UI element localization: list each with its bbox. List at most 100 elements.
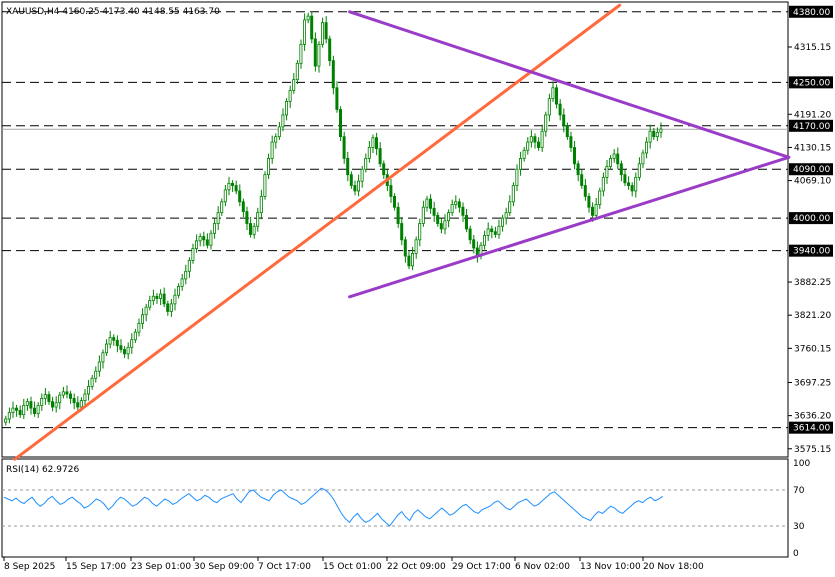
candle-body [299, 43, 303, 64]
candle-body [652, 130, 656, 138]
candle-body [227, 182, 231, 191]
candle-body [205, 239, 209, 246]
price-tick-label: 3821.20 [794, 311, 831, 321]
time-tick-label: 7 Oct 17:00 [258, 562, 311, 572]
candle-body [335, 87, 339, 110]
candle-body [97, 361, 101, 372]
rsi-tick-label: 100 [793, 459, 810, 469]
candle-body [598, 190, 602, 205]
candle-body [302, 19, 306, 45]
trendline-rising-support[interactable] [13, 3, 622, 461]
time-tick-label: 8 Sep 2025 [4, 562, 55, 572]
candle-body [551, 87, 555, 100]
candle-body [7, 412, 11, 420]
candle-body [248, 223, 252, 235]
candle-body [61, 391, 65, 396]
candle-body [180, 278, 184, 287]
candle-body [148, 300, 152, 308]
price-tick-label: 3697.25 [794, 378, 831, 388]
candle-body [144, 306, 148, 316]
candle-body [115, 339, 119, 347]
candle-body [36, 405, 40, 414]
price-axis: 4315.15 4191.20 4130.15 4069.10 3882.25 3821.… [788, 43, 831, 455]
candle-body [573, 147, 577, 165]
level-label: 4090.00 [793, 165, 830, 175]
candle-body [364, 157, 368, 170]
level-label: 4170.00 [793, 122, 830, 132]
candle-body [292, 79, 296, 91]
candle-body [486, 228, 490, 236]
candle-body [338, 109, 342, 138]
candle-body [450, 204, 454, 214]
candle-body [544, 114, 548, 132]
level-label-bg [789, 163, 833, 176]
trendline-ascending-support[interactable] [348, 155, 791, 299]
price-panel-frame [1, 1, 789, 458]
candle-body [234, 185, 238, 192]
candle-body [108, 337, 112, 345]
candle-body [158, 293, 162, 299]
candle-body [126, 346, 130, 355]
time-axis: 8 Sep 2025 15 Sep 17:00 23 Sep 01:00 30 Sep… [3, 557, 704, 572]
candle-body [162, 293, 166, 305]
candle-body [637, 163, 641, 178]
level-label: 4380.00 [793, 8, 830, 18]
candle-body [392, 195, 396, 208]
candle-body [558, 103, 562, 116]
candle-body [72, 397, 76, 404]
candle-body [533, 136, 537, 143]
candle-body [490, 228, 494, 233]
candle-body [245, 211, 249, 224]
candle-body [537, 141, 541, 148]
candle-body [191, 248, 195, 261]
rsi-tick-label: 30 [793, 522, 805, 532]
candle-body [25, 401, 29, 406]
candle-body [22, 405, 26, 416]
candle-body [40, 397, 44, 406]
candle-body [616, 153, 620, 165]
candle-body [562, 114, 566, 127]
candle-body [410, 252, 414, 267]
candle-body [403, 239, 407, 257]
candle-body [382, 163, 386, 176]
candle-body [29, 401, 33, 409]
candle-body [137, 323, 141, 333]
price-tick-label: 3882.25 [794, 278, 831, 288]
candle-body [464, 214, 468, 230]
level-label-bg [789, 5, 833, 18]
candle-body [619, 163, 623, 176]
candle-body [259, 195, 263, 214]
candle-body [346, 157, 350, 176]
candle-body [123, 349, 127, 355]
candle-body [519, 157, 523, 170]
candle-body [461, 206, 465, 216]
candle-body [457, 201, 461, 208]
candle-body [133, 331, 137, 341]
candle-body [630, 185, 634, 192]
candle-body [4, 418, 8, 423]
candle-body [277, 126, 281, 138]
candle-body [166, 303, 170, 312]
level-label-bg [789, 76, 833, 89]
candle-body [587, 195, 591, 208]
price-tick-label: 4069.10 [794, 177, 831, 187]
candle-body [655, 131, 659, 138]
candle-body [418, 223, 422, 241]
candle-body [54, 402, 58, 408]
candle-body [79, 400, 83, 408]
candle-body [547, 98, 551, 116]
rsi-header: RSI(14) 62.9726 [6, 465, 79, 475]
candle-body [51, 401, 55, 408]
candle-body [202, 236, 206, 241]
horizontal-levels: 4380.00 4250.00 4170.00 4090.00 4000.00 3940.… [2, 5, 833, 434]
time-tick-label: 23 Sep 01:00 [131, 562, 191, 572]
candle-body [284, 100, 288, 116]
candle-body [432, 207, 436, 216]
trendline-descending-resistance[interactable] [348, 10, 791, 159]
candle-body [281, 114, 285, 128]
candle-body [353, 185, 357, 192]
candle-body [58, 394, 62, 404]
candle-body [576, 163, 580, 176]
candle-body [119, 345, 123, 350]
time-tick-label: 29 Oct 17:00 [452, 562, 511, 572]
